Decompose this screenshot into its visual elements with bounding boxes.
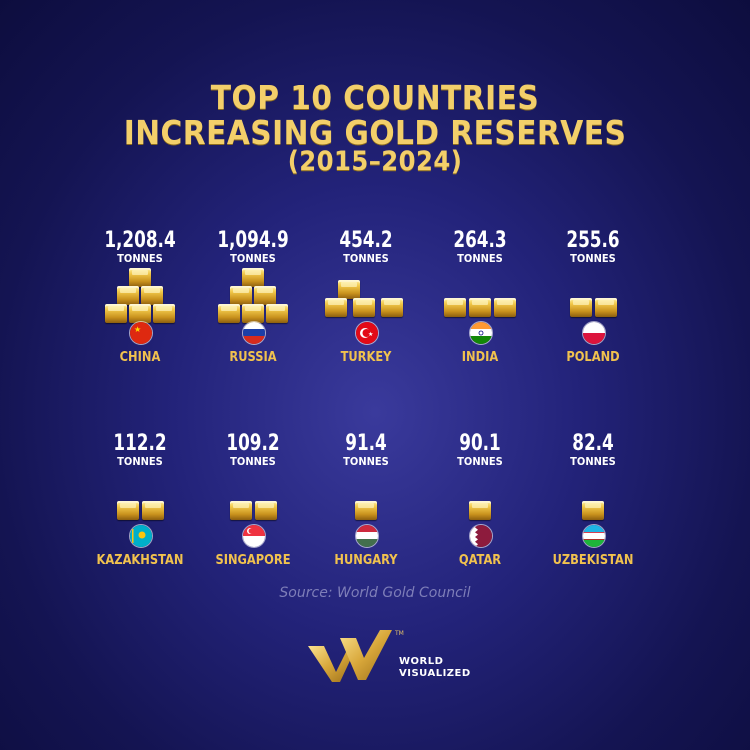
- gold-bar-icon: [242, 268, 264, 287]
- gold-bar-icon: [469, 501, 491, 520]
- unit-label: TONNES: [457, 455, 503, 468]
- country-card-kazakhstan: 112.2 TONNES KAZAKHSTAN: [65, 431, 215, 581]
- gold-bar-icon: [325, 298, 347, 317]
- gold-bar-icon: [594, 298, 617, 317]
- unit-label: TONNES: [343, 455, 389, 468]
- gold-bar-icon: [494, 298, 516, 317]
- india-flag-icon: [469, 321, 493, 345]
- russia-flag-icon: [242, 321, 266, 345]
- uzbekistan-flag-icon: [582, 524, 606, 548]
- gold-bar-icon: [116, 501, 139, 520]
- gold-bar-stack: [65, 268, 215, 328]
- country-card-china: 1,208.4 TONNES ★ CHINA: [65, 228, 215, 378]
- country-name: CHINA: [119, 350, 161, 365]
- gold-bar-icon: [582, 501, 604, 520]
- gold-bar-stack: [405, 268, 555, 328]
- gold-bar-stack: [518, 268, 668, 328]
- gold-bar-icon: [129, 268, 151, 287]
- logo-trademark: TM: [395, 630, 404, 637]
- gold-bar-icon: [569, 298, 592, 317]
- unit-label: TONNES: [457, 252, 503, 265]
- country-card-turkey: 454.2 TONNES ★ TURKEY: [291, 228, 441, 378]
- gold-bar-icon: [218, 304, 240, 323]
- gold-bar-stack: [65, 471, 215, 531]
- source-note: Source: World Gold Council: [279, 585, 471, 601]
- value-label: 90.1: [459, 431, 501, 456]
- value-label: 1,094.9: [217, 228, 289, 253]
- logo-text-visualized: VISUALIZED: [399, 668, 471, 679]
- value-label: 82.4: [572, 431, 614, 456]
- gold-bar-icon: [242, 304, 264, 323]
- gold-bar-icon: [117, 286, 139, 305]
- country-name: INDIA: [461, 350, 499, 365]
- country-card-poland: 255.6 TONNES POLAND: [518, 228, 668, 378]
- country-card-russia: 1,094.9 TONNES RUSSIA: [178, 228, 328, 378]
- logo-mark-icon: [308, 630, 392, 682]
- gold-bar-icon: [266, 304, 288, 323]
- gold-bar-icon: [381, 298, 403, 317]
- value-label: 112.2: [113, 431, 167, 456]
- unit-label: TONNES: [117, 252, 163, 265]
- country-name: RUSSIA: [229, 350, 277, 365]
- poland-flag-icon: [582, 321, 606, 345]
- unit-label: TONNES: [117, 455, 163, 468]
- value-label: 91.4: [345, 431, 387, 456]
- chart-title-years: (2015–2024): [287, 146, 463, 177]
- gold-bar-icon: [105, 304, 127, 323]
- country-card-india: 264.3 TONNES INDIA: [405, 228, 555, 378]
- gold-bar-icon: [254, 501, 277, 520]
- gold-bar-stack: [291, 471, 441, 531]
- country-card-singapore: 109.2 TONNES SINGAPORE: [178, 431, 328, 581]
- gold-bar-stack: [518, 471, 668, 531]
- unit-label: TONNES: [230, 252, 276, 265]
- chart-title-line2: INCREASING GOLD RESERVES: [123, 113, 627, 152]
- gold-bar-stack: [291, 268, 441, 328]
- gold-bar-icon: [129, 304, 151, 323]
- gold-bar-icon: [355, 501, 377, 520]
- gold-bar-icon: [254, 286, 276, 305]
- svg-text:★: ★: [368, 331, 373, 338]
- country-card-uzbekistan: 82.4 TONNES UZBEKISTAN: [518, 431, 668, 581]
- qatar-flag-icon: [469, 524, 493, 548]
- country-name: UZBEKISTAN: [552, 553, 634, 568]
- country-name: HUNGARY: [334, 553, 398, 568]
- value-label: 255.6: [566, 228, 620, 253]
- gold-bar-icon: [230, 286, 252, 305]
- kazakhstan-flag-icon: [129, 524, 153, 548]
- unit-label: TONNES: [570, 455, 616, 468]
- gold-bar-stack: [405, 471, 555, 531]
- gold-bar-stack: [178, 268, 328, 328]
- gold-bar-icon: [444, 298, 466, 317]
- turkey-flag-icon: ★: [355, 321, 379, 345]
- singapore-flag-icon: [242, 524, 266, 548]
- country-name: KAZAKHSTAN: [96, 553, 184, 568]
- value-label: 454.2: [339, 228, 393, 253]
- country-card-hungary: 91.4 TONNES HUNGARY: [291, 431, 441, 581]
- country-name: SINGAPORE: [215, 553, 291, 568]
- china-flag-icon: ★: [129, 321, 153, 345]
- value-label: 1,208.4: [104, 228, 176, 253]
- unit-label: TONNES: [343, 252, 389, 265]
- value-label: 264.3: [453, 228, 507, 253]
- gold-bar-icon: [469, 298, 491, 317]
- gold-bar-icon: [353, 298, 375, 317]
- chart-title-line1: TOP 10 COUNTRIES: [210, 78, 540, 117]
- country-card-qatar: 90.1 TONNES QATAR: [405, 431, 555, 581]
- unit-label: TONNES: [570, 252, 616, 265]
- unit-label: TONNES: [230, 455, 276, 468]
- world-visualized-logo: TM WORLD VISUALIZED: [306, 628, 470, 688]
- svg-text:★: ★: [134, 325, 141, 334]
- gold-bar-icon: [229, 501, 252, 520]
- gold-bar-stack: [178, 471, 328, 531]
- value-label: 109.2: [226, 431, 280, 456]
- hungary-flag-icon: [355, 524, 379, 548]
- logo-text-world: WORLD: [399, 656, 444, 667]
- country-name: POLAND: [566, 350, 620, 365]
- country-name: TURKEY: [340, 350, 392, 365]
- gold-bar-icon: [141, 501, 164, 520]
- gold-bar-icon: [141, 286, 163, 305]
- gold-bar-icon: [153, 304, 175, 323]
- country-name: QATAR: [458, 553, 502, 568]
- gold-bar-icon: [338, 280, 360, 299]
